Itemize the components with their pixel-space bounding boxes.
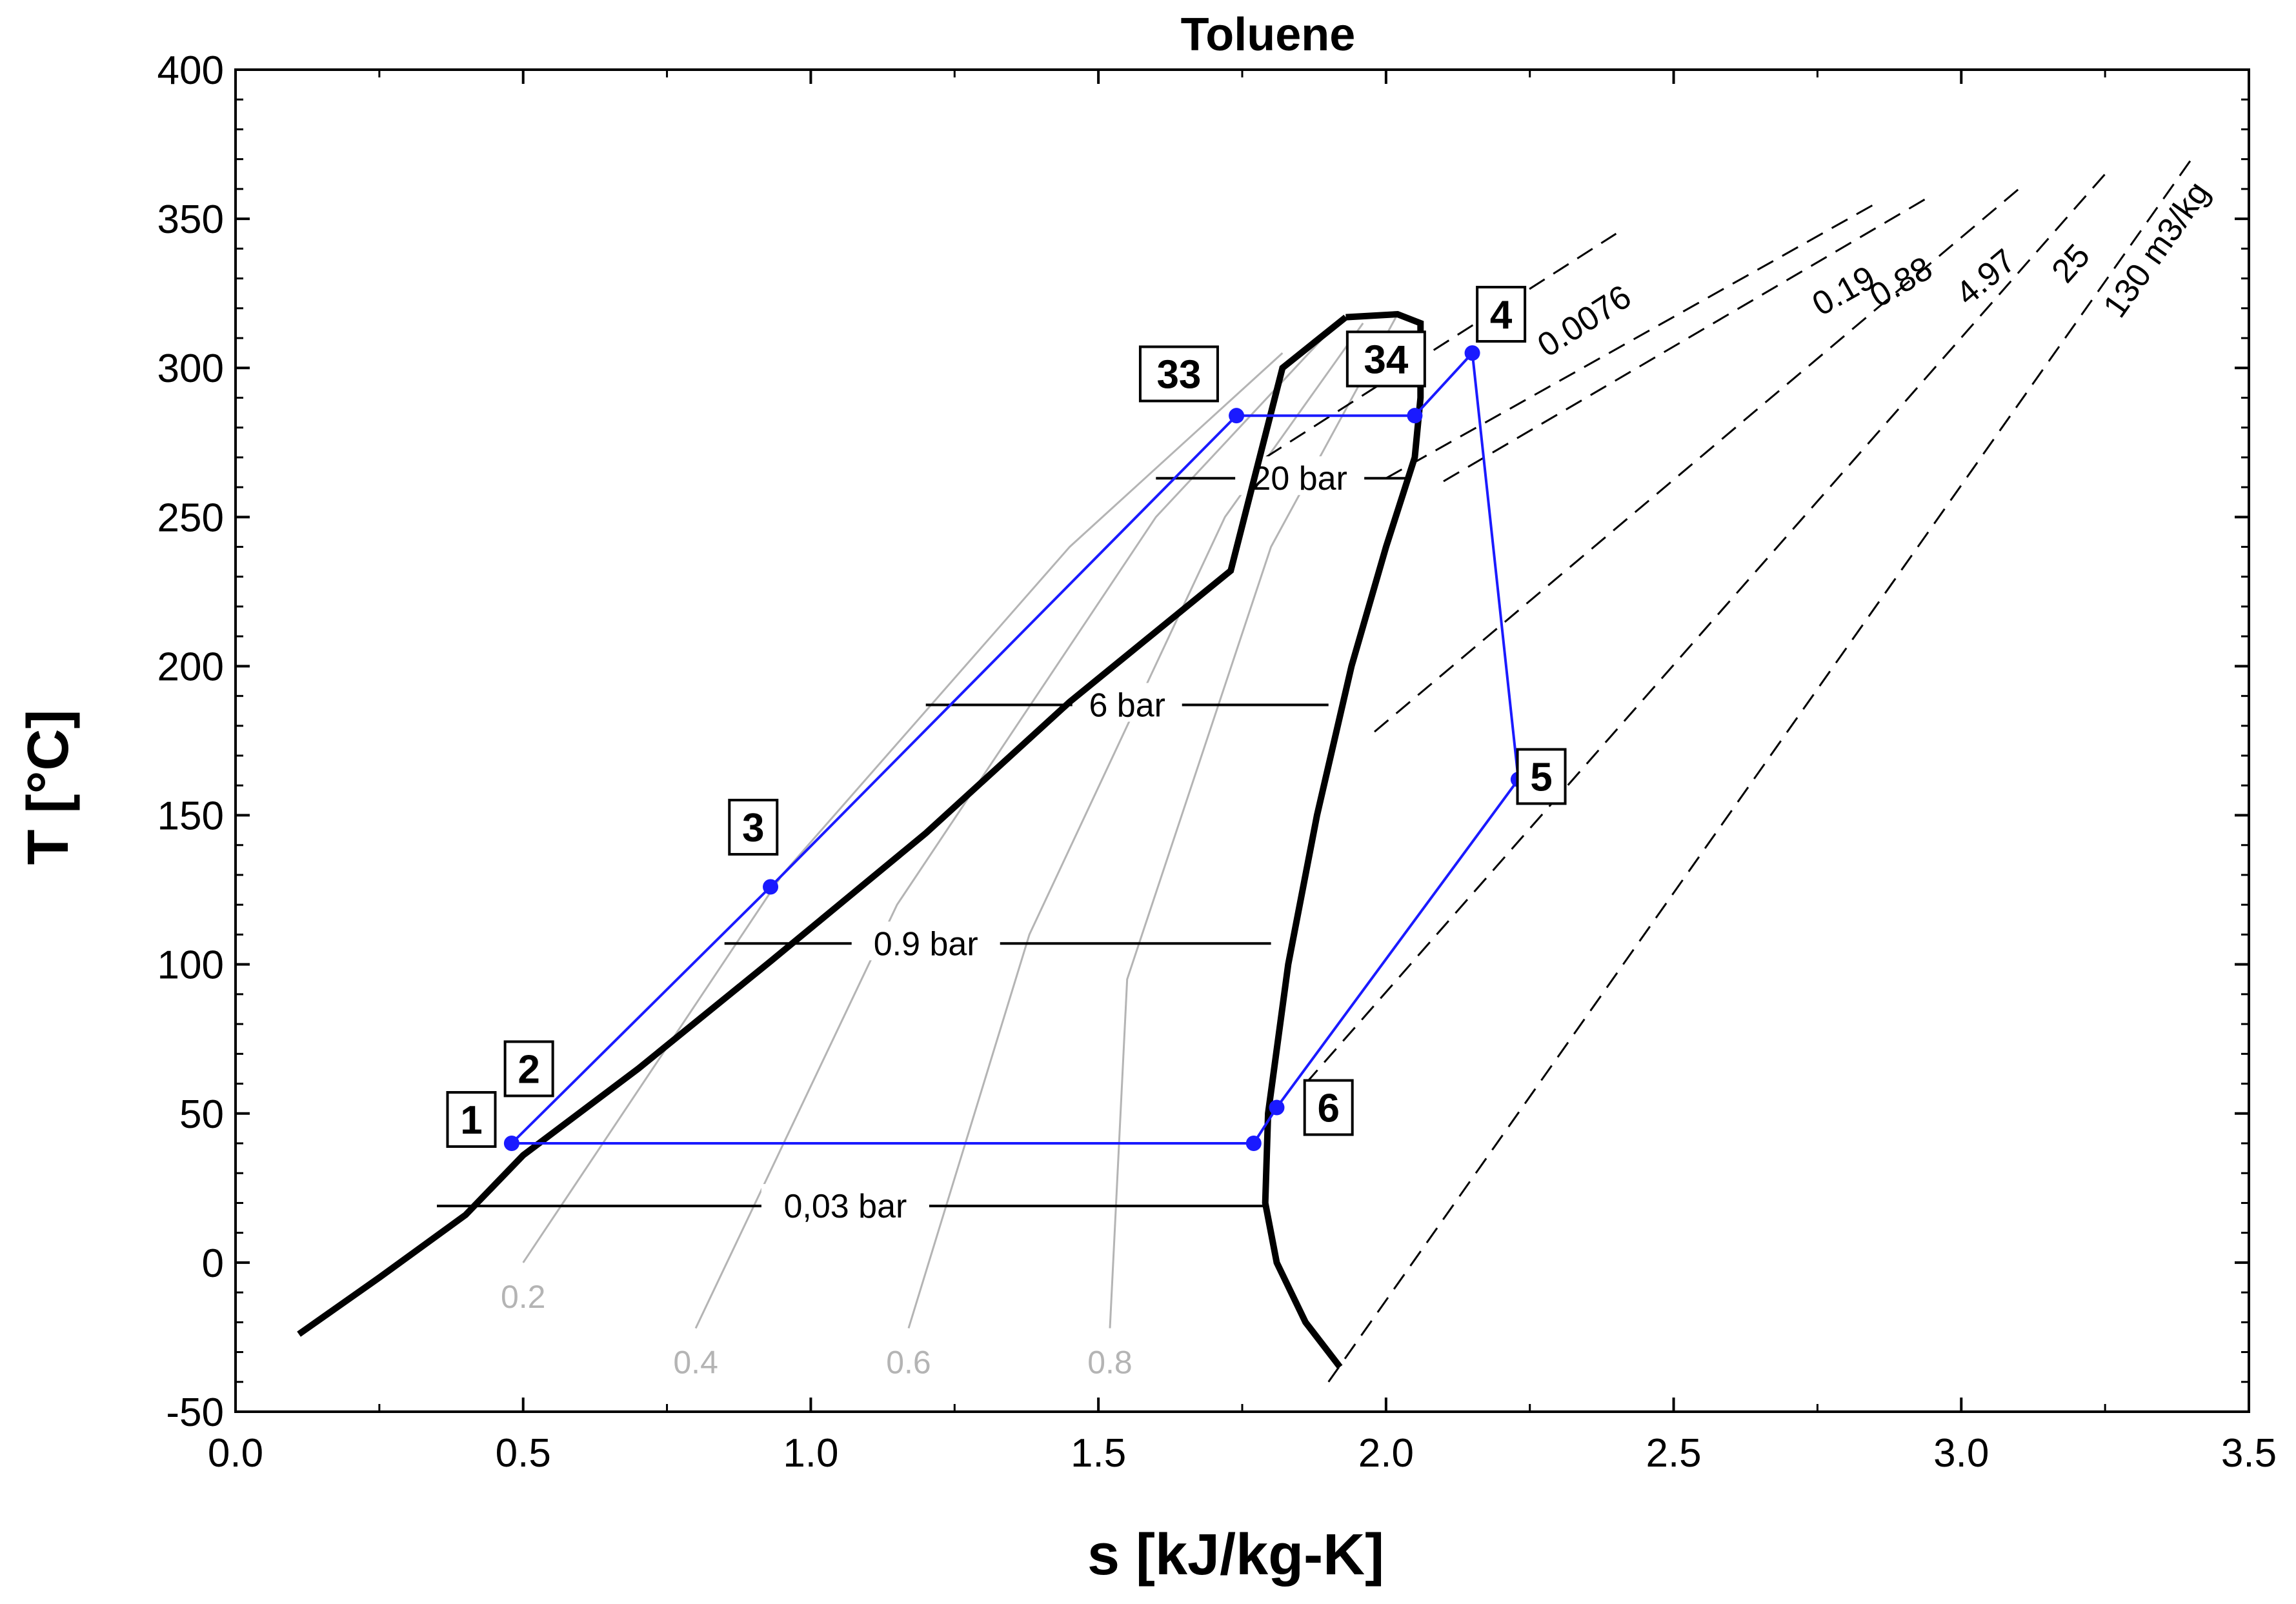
- y-tick-label: 200: [157, 645, 224, 689]
- isobar-label: 0,03 bar: [784, 1188, 907, 1225]
- isochore-line: [1304, 173, 2106, 1085]
- isobar-label: 20 bar: [1252, 460, 1347, 497]
- state-label: 34: [1364, 337, 1408, 382]
- isobar-label: 6 bar: [1089, 687, 1165, 725]
- isochore-label: 0.88: [1864, 250, 1939, 315]
- x-tick-label: 1.0: [783, 1431, 838, 1476]
- quality-line-0.8: [1109, 314, 1399, 1328]
- isochore-line: [1385, 203, 1876, 479]
- chart-title: Toluene: [1181, 9, 1356, 61]
- state-label-box: [446, 1091, 497, 1148]
- cycle-point: [1407, 408, 1423, 424]
- isochore-line: [1443, 194, 1933, 483]
- isochore-label: 25: [2044, 237, 2097, 290]
- state-label-box: [1345, 330, 1426, 388]
- isochore-label: 0.0076: [1531, 278, 1638, 365]
- y-tick-label: 150: [157, 794, 224, 839]
- quality-label: 0.6: [886, 1345, 931, 1381]
- state-label-box: [503, 1040, 554, 1098]
- y-tick-label: 300: [157, 346, 224, 391]
- y-tick-label: -50: [166, 1390, 224, 1435]
- state-label: 2: [518, 1047, 539, 1092]
- y-tick-label: 350: [157, 197, 224, 242]
- y-tick-label: 50: [179, 1092, 224, 1137]
- cycle-point: [763, 879, 779, 895]
- cycle-point: [1464, 345, 1480, 361]
- x-tick-label: 2.5: [1646, 1431, 1701, 1476]
- y-axis-label: T [°C]: [16, 710, 81, 865]
- state-label-box: [728, 799, 779, 856]
- state-label-box: [1303, 1079, 1354, 1136]
- x-tick-label: 1.5: [1071, 1431, 1126, 1476]
- state-label: 5: [1530, 755, 1552, 799]
- isochore-line: [1374, 188, 2020, 733]
- quality-label: 0.8: [1087, 1345, 1133, 1381]
- x-tick-label: 3.0: [1933, 1431, 1989, 1476]
- isochore-line: [1327, 158, 2193, 1383]
- quality-line-0.4: [694, 331, 1329, 1329]
- state-label: 6: [1317, 1087, 1339, 1131]
- isochore-label: 4.97: [1949, 242, 2023, 313]
- x-tick-label: 0.0: [208, 1431, 263, 1476]
- quality-line-0.6: [907, 323, 1364, 1329]
- state-label-box: [1516, 748, 1567, 805]
- state-label-box: [1138, 345, 1219, 403]
- y-tick-label: 100: [157, 943, 224, 988]
- state-label-box: [1476, 286, 1527, 343]
- cycle-point: [1229, 408, 1245, 424]
- cycle-point: [1269, 1099, 1285, 1116]
- cycle-point: [1245, 1136, 1262, 1151]
- isobar-label-bg: [851, 921, 1000, 961]
- x-axis-label: s [kJ/kg-K]: [1087, 1523, 1384, 1587]
- plot-frame: [234, 68, 2250, 1413]
- y-tick-label: 250: [157, 496, 224, 540]
- state-label: 33: [1156, 352, 1201, 397]
- y-tick-label: 0: [202, 1241, 224, 1286]
- isobar-label-bg: [761, 1184, 929, 1223]
- axis-ticks: 0.0 0.5 1.0 1.5 2.0 2.5 3.0 3.5 -50 0 50 100 150 200 2…: [157, 48, 2277, 1476]
- isobar-label-bg: [1072, 683, 1182, 722]
- isochore-line: [1242, 232, 1617, 474]
- x-tick-label: 3.5: [2221, 1431, 2277, 1476]
- y-tick-label: 400: [157, 48, 224, 93]
- quality-label: 0.2: [501, 1279, 546, 1315]
- cycle-point: [503, 1136, 519, 1151]
- saturated-liquid-line: [297, 314, 1348, 1337]
- state-label: 4: [1490, 293, 1513, 337]
- x-tick-label: 2.0: [1358, 1431, 1414, 1476]
- quality-line-0.2: [522, 352, 1284, 1263]
- quality-label: 0.4: [673, 1345, 718, 1381]
- x-tick-label: 0.5: [496, 1431, 551, 1476]
- state-label: 3: [742, 806, 764, 850]
- isochore-label: 130 m3/kg: [2096, 175, 2217, 325]
- state-label: 1: [460, 1098, 482, 1143]
- isobar-label: 0.9 bar: [874, 925, 978, 963]
